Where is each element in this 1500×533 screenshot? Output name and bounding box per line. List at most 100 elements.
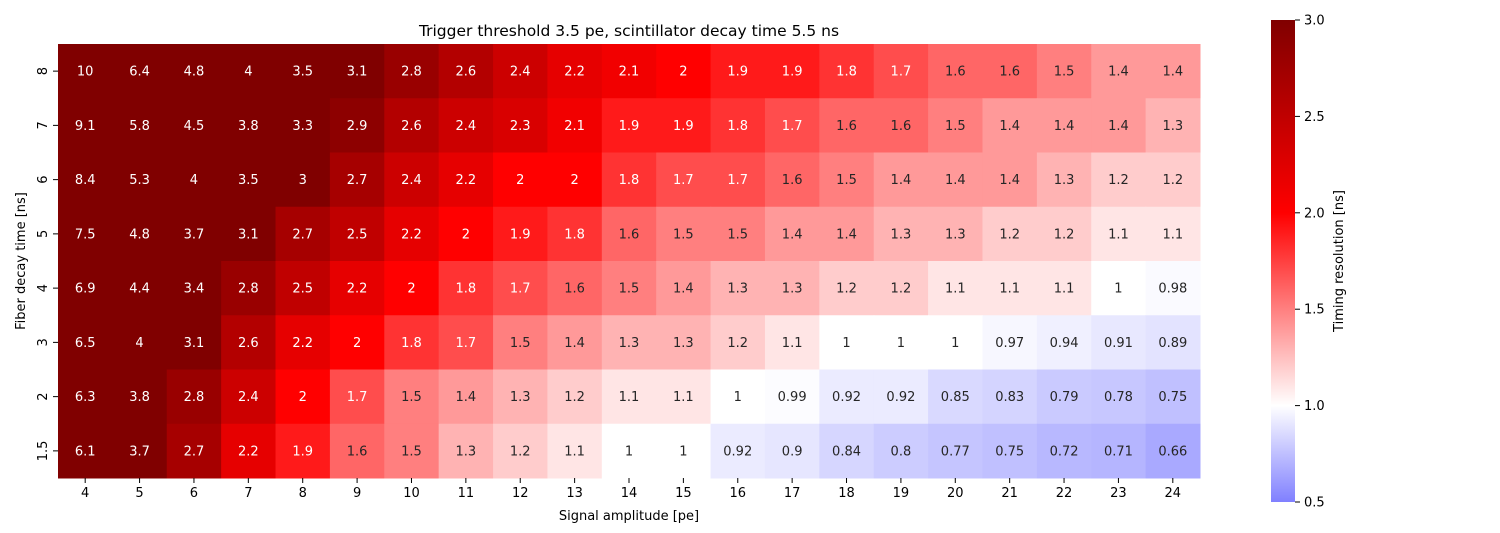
cell-value-label: 1.9 [619, 119, 640, 134]
heatmap-cell [547, 152, 603, 208]
cell-value-label: 2.7 [184, 444, 205, 459]
y-axis-label: Fiber decay time [ns] [14, 192, 29, 330]
cell-value-label: 2 [679, 65, 687, 80]
cell-value-label: 3.5 [292, 65, 313, 80]
cell-value-label: 2.2 [347, 282, 368, 297]
cell-value-label: 1.7 [347, 390, 368, 405]
y-tick-label: 1.5 [36, 441, 51, 462]
heatmap-cell [112, 315, 168, 370]
heatmap-cell [329, 206, 385, 262]
heatmap-cell [58, 152, 113, 208]
cell-value-label: 2.9 [347, 119, 368, 134]
y-axis: 8 7 6 5 4 3 2 1.5 [36, 67, 58, 461]
cell-value-label: 1.2 [564, 390, 585, 405]
cell-value-label: 1.4 [945, 173, 966, 188]
cell-value-label: 1.5 [401, 444, 422, 459]
heatmap-cell [275, 152, 331, 208]
colorbar-tick-label: 0.5 [1304, 496, 1325, 511]
heatmap-cell [547, 206, 603, 262]
cell-value-label: 1.1 [782, 336, 803, 351]
x-tick-label: 5 [135, 486, 143, 501]
cell-value-label: 1.5 [673, 227, 694, 242]
cell-value-label: 2.2 [292, 336, 313, 351]
cell-value-label: 2.5 [347, 227, 368, 242]
cell-value-label: 1.3 [456, 444, 477, 459]
heatmap-cell [982, 315, 1038, 370]
heatmap-cell [384, 152, 440, 208]
heatmap-cell [493, 44, 548, 99]
heatmap-cell [928, 315, 983, 370]
cell-value-label: 3.8 [238, 119, 259, 134]
cell-value-label: 0.9 [782, 444, 803, 459]
cell-value-label: 1.5 [836, 173, 857, 188]
cell-value-label: 1.7 [782, 119, 803, 134]
heatmap-cell [1145, 315, 1201, 370]
cell-value-label: 2.8 [184, 390, 205, 405]
cell-value-label: 1.6 [836, 119, 857, 134]
heatmap-cell [384, 98, 440, 153]
cell-value-label: 1.5 [727, 227, 748, 242]
cell-value-label: 1.1 [1162, 227, 1183, 242]
heatmap-cell [873, 423, 929, 479]
heatmap-cell [928, 206, 983, 262]
cell-value-label: 1.6 [891, 119, 912, 134]
heatmap-cell [329, 152, 385, 208]
chart-title: Trigger threshold 3.5 pe, scintillator d… [418, 22, 839, 40]
heatmap-cell [764, 369, 820, 425]
cell-value-label: 2.6 [456, 65, 477, 80]
heatmap-cell [166, 44, 222, 99]
heatmap-cell [928, 98, 983, 153]
heatmap-cell [819, 423, 875, 479]
cell-value-label: 10 [77, 65, 94, 80]
heatmap-cell [873, 261, 929, 316]
cell-value-label: 2.7 [347, 173, 368, 188]
heatmap-cell [928, 423, 983, 479]
heatmap-cell [1091, 261, 1147, 316]
x-tick-label: 20 [947, 486, 964, 501]
cell-value-label: 2.3 [510, 119, 531, 134]
heatmap-cell [493, 152, 548, 208]
cell-value-label: 8.4 [75, 173, 96, 188]
x-tick-label: 15 [675, 486, 692, 501]
cell-value-label: 1.4 [673, 282, 694, 297]
heatmap-cell [764, 315, 820, 370]
cell-value-label: 1.1 [619, 390, 640, 405]
cell-value-label: 1.6 [347, 444, 368, 459]
cell-value-label: 1 [897, 336, 905, 351]
cell-value-label: 1.6 [999, 65, 1020, 80]
cell-value-label: 1.9 [782, 65, 803, 80]
cell-value-label: 4.8 [129, 227, 150, 242]
heatmap-cell [1036, 152, 1092, 208]
cell-value-label: 2.4 [401, 173, 422, 188]
heatmap-cell [112, 206, 168, 262]
heatmap-cell [656, 315, 712, 370]
heatmap-cell [112, 44, 168, 99]
heatmap-cell [656, 98, 712, 153]
heatmap-cells: 10 6.4 4.8 4 3.5 3.1 2.8 2.6 2.4 2.2 2.1 2 1.9 1.9 1.8… [58, 44, 1201, 479]
heatmap-cell [601, 369, 657, 425]
heatmap-cell [656, 152, 712, 208]
heatmap-cell [710, 315, 766, 370]
heatmap-cell [221, 206, 277, 262]
cell-value-label: 1.9 [510, 227, 531, 242]
cell-value-label: 9.1 [75, 119, 96, 134]
cell-value-label: 1.4 [456, 390, 477, 405]
heatmap-cell [329, 44, 385, 99]
heatmap-cell [547, 44, 603, 99]
heatmap-cell [982, 423, 1038, 479]
cell-value-label: 1.4 [564, 336, 585, 351]
cell-value-label: 5.3 [129, 173, 150, 188]
cell-value-label: 1.1 [945, 282, 966, 297]
cell-value-label: 1.5 [619, 282, 640, 297]
heatmap-cell [221, 152, 277, 208]
cell-value-label: 3.1 [184, 336, 205, 351]
cell-value-label: 1.4 [836, 227, 857, 242]
cell-value-label: 0.75 [1158, 390, 1187, 405]
heatmap-cell [112, 152, 168, 208]
cell-value-label: 1.4 [1054, 119, 1075, 134]
y-tick-label: 5 [36, 230, 51, 238]
x-tick-label: 24 [1165, 486, 1182, 501]
cell-value-label: 1.3 [619, 336, 640, 351]
cell-value-label: 1.1 [673, 390, 694, 405]
cell-value-label: 1.9 [292, 444, 313, 459]
